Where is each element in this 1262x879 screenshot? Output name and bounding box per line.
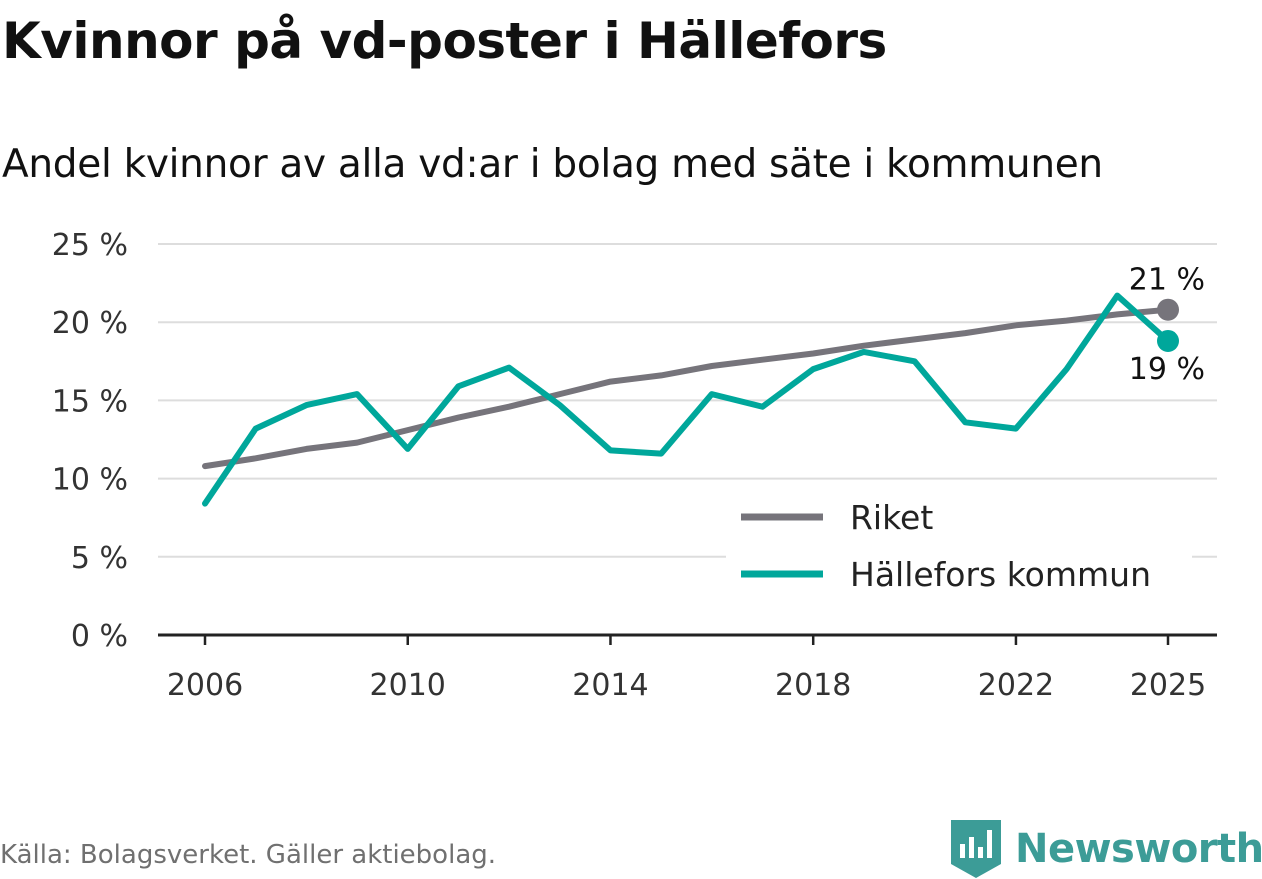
end-label-kommun: 19 %: [1129, 352, 1205, 387]
brand-name: Newsworthy: [1015, 826, 1262, 872]
x-tick-label: 2022: [978, 668, 1054, 703]
riket-line: [202, 306, 1171, 470]
x-tick-label: 2018: [775, 668, 851, 703]
y-tick-label: 10 %: [52, 463, 128, 498]
end-marker: [1157, 298, 1179, 321]
legend-label: Hällefors kommun: [850, 555, 1151, 594]
legend-label: Riket: [850, 498, 933, 537]
chart-bars-icon: [951, 820, 1001, 878]
y-tick-label: 20 %: [52, 306, 128, 341]
chart-title: Kvinnor på vd-poster i Hällefors: [2, 12, 887, 70]
y-tick-label: 15 %: [52, 384, 128, 419]
hallefors-line: [202, 292, 1171, 507]
end-marker: [1157, 329, 1179, 352]
x-tick-label: 2010: [370, 668, 446, 703]
y-tick-label: 0 %: [71, 619, 128, 654]
chart-subtitle: Andel kvinnor av alla vd:ar i bolag med …: [2, 142, 1103, 187]
end-label-riket: 21 %: [1129, 263, 1205, 298]
y-tick-label: 5 %: [71, 541, 128, 576]
x-tick-label: 2006: [167, 668, 243, 703]
newsworthy-logo: Newsworthy: [951, 820, 1262, 878]
legend-background: [726, 493, 1192, 605]
y-tick-label: 25 %: [52, 228, 128, 263]
x-tick-label: 2025: [1130, 668, 1206, 703]
x-tick-label: 2014: [572, 668, 648, 703]
source-note: Källa: Bolagsverket. Gäller aktiebolag.: [0, 840, 497, 870]
